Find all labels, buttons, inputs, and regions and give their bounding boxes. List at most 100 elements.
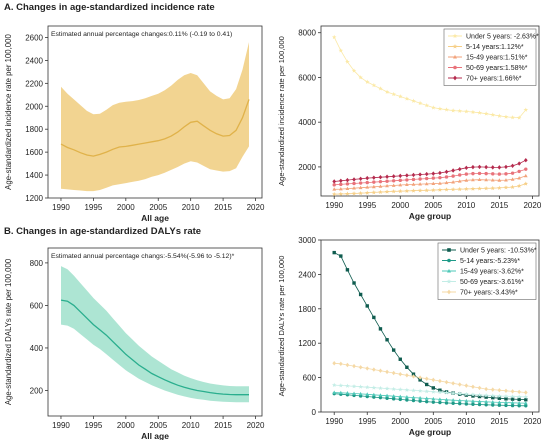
data-point bbox=[457, 186, 462, 192]
data-point bbox=[457, 179, 462, 183]
y-tick-label: 1200 bbox=[298, 339, 316, 348]
data-point bbox=[497, 185, 502, 190]
y-tick-label: 1200 bbox=[25, 194, 43, 203]
data-point bbox=[411, 374, 416, 379]
data-point bbox=[418, 182, 422, 186]
y-axis-label: Age-standardized DALYs rate per 100,000 bbox=[277, 256, 286, 397]
data-point bbox=[524, 404, 528, 408]
data-point bbox=[345, 362, 350, 368]
x-tick-label: 2000 bbox=[391, 201, 409, 210]
data-point bbox=[364, 190, 370, 195]
data-point bbox=[351, 383, 357, 389]
data-point bbox=[477, 171, 482, 176]
data-point bbox=[405, 395, 409, 399]
legend-marker bbox=[447, 248, 451, 252]
y-tick-label: 1800 bbox=[298, 305, 316, 314]
data-point bbox=[431, 105, 436, 110]
data-point bbox=[391, 386, 396, 391]
legend-marker bbox=[447, 258, 451, 263]
data-point bbox=[418, 177, 422, 181]
data-point bbox=[431, 181, 436, 186]
data-point bbox=[424, 388, 429, 394]
data-point bbox=[411, 177, 416, 182]
data-point bbox=[391, 397, 396, 401]
series-line bbox=[334, 384, 526, 398]
data-point bbox=[451, 168, 455, 173]
data-point bbox=[497, 403, 502, 407]
data-point bbox=[483, 186, 489, 191]
chart-b2-dalys-by-age: 1990 1995 2000 2005 2010 2015 2020 0 600 1200 1800… bbox=[277, 236, 542, 437]
x-tick-label: 2010 bbox=[457, 417, 475, 426]
legend-marker bbox=[446, 278, 452, 284]
data-point bbox=[517, 403, 521, 408]
data-point bbox=[431, 400, 436, 404]
data-point bbox=[471, 384, 475, 389]
data-point bbox=[391, 91, 396, 97]
data-point bbox=[450, 390, 456, 396]
data-point bbox=[398, 178, 402, 183]
data-point bbox=[484, 399, 489, 404]
data-point bbox=[484, 395, 488, 399]
legend-marker bbox=[453, 54, 457, 59]
data-point bbox=[398, 173, 403, 179]
data-point bbox=[358, 181, 363, 185]
data-point bbox=[358, 185, 363, 190]
data-point bbox=[431, 171, 436, 176]
data-point bbox=[517, 169, 521, 174]
data-point bbox=[484, 177, 489, 182]
data-point bbox=[358, 365, 363, 370]
data-point bbox=[444, 390, 449, 395]
y-tick-label: 0 bbox=[312, 408, 317, 417]
data-point bbox=[477, 402, 482, 407]
data-point bbox=[490, 400, 495, 404]
data-point bbox=[371, 82, 377, 88]
data-point bbox=[491, 172, 495, 176]
data-point bbox=[352, 186, 356, 190]
legend-marker bbox=[453, 65, 457, 70]
x-tick-label: 2015 bbox=[490, 201, 508, 210]
legend-marker bbox=[452, 43, 458, 49]
legend: Under 5 years: -10.53%* 5-14 years:-5.23%… bbox=[437, 242, 537, 300]
data-point bbox=[451, 398, 455, 402]
data-point bbox=[490, 165, 495, 170]
data-point bbox=[504, 403, 508, 408]
data-point bbox=[516, 115, 522, 120]
data-point bbox=[451, 180, 455, 184]
legend-marker bbox=[447, 289, 451, 295]
data-point bbox=[490, 387, 495, 392]
data-point bbox=[404, 96, 410, 101]
data-point bbox=[352, 177, 356, 182]
x-tick-label: 1995 bbox=[358, 201, 376, 210]
data-point bbox=[338, 383, 344, 388]
data-point bbox=[371, 190, 377, 195]
y-tick-label: 2600 bbox=[25, 33, 43, 42]
data-point bbox=[510, 403, 515, 408]
data-point bbox=[471, 402, 475, 406]
data-point bbox=[424, 103, 429, 108]
y-tick-label: 2200 bbox=[25, 79, 43, 88]
data-point bbox=[523, 173, 528, 178]
data-point bbox=[510, 177, 515, 181]
data-point bbox=[471, 164, 475, 170]
legend-marker bbox=[447, 268, 451, 273]
data-point bbox=[458, 401, 462, 406]
data-point bbox=[523, 181, 529, 186]
y-axis-label: Age-standardized incidence rate per 100,… bbox=[4, 34, 13, 190]
data-point bbox=[464, 109, 469, 114]
data-point bbox=[418, 399, 422, 403]
data-point bbox=[431, 176, 436, 180]
data-point bbox=[332, 187, 337, 191]
data-point bbox=[372, 180, 376, 184]
data-point bbox=[371, 385, 377, 390]
data-point bbox=[378, 327, 383, 331]
data-point bbox=[451, 381, 455, 386]
data-point bbox=[464, 178, 469, 182]
data-point bbox=[424, 176, 429, 181]
x-tick-label: 1995 bbox=[84, 421, 102, 430]
data-point bbox=[438, 378, 442, 384]
chart-a1-incidence-all-age: 1990 1995 2000 2005 2010 2015 2020 1200 1400 1600… bbox=[4, 25, 265, 223]
x-tick-label: 2020 bbox=[247, 203, 265, 212]
data-point bbox=[378, 179, 383, 184]
series-line bbox=[334, 183, 526, 195]
legend-label: 5-14 years:1.12%* bbox=[466, 44, 524, 51]
